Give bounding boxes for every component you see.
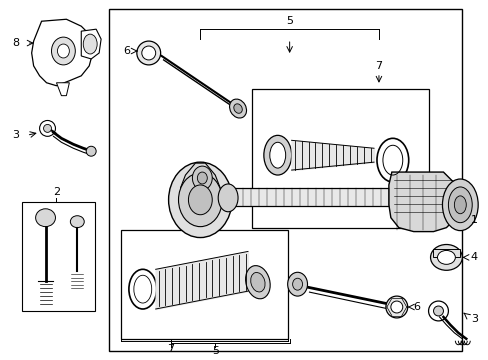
- Bar: [432, 249, 459, 257]
- Ellipse shape: [178, 173, 222, 227]
- Polygon shape: [180, 163, 220, 200]
- Text: 4: 4: [469, 252, 477, 262]
- Ellipse shape: [40, 121, 55, 136]
- Ellipse shape: [447, 187, 471, 223]
- Bar: [230, 188, 393, 206]
- Ellipse shape: [57, 44, 69, 58]
- Ellipse shape: [129, 269, 156, 309]
- Ellipse shape: [250, 273, 264, 292]
- Ellipse shape: [168, 162, 232, 238]
- Ellipse shape: [43, 125, 51, 132]
- Ellipse shape: [36, 209, 55, 227]
- Ellipse shape: [245, 266, 270, 299]
- Text: 3: 3: [12, 130, 19, 140]
- Ellipse shape: [188, 185, 212, 215]
- Bar: [121, 230, 287, 339]
- Ellipse shape: [197, 172, 207, 184]
- Ellipse shape: [229, 99, 246, 118]
- Ellipse shape: [437, 251, 454, 264]
- Text: 5: 5: [211, 346, 218, 356]
- Ellipse shape: [292, 278, 302, 290]
- Ellipse shape: [70, 216, 84, 228]
- Ellipse shape: [233, 104, 242, 113]
- Ellipse shape: [86, 146, 96, 156]
- Ellipse shape: [287, 272, 307, 296]
- Ellipse shape: [218, 184, 238, 212]
- Text: 1: 1: [470, 215, 477, 225]
- Ellipse shape: [376, 138, 408, 182]
- Text: 7: 7: [167, 344, 174, 354]
- Bar: [21, 202, 95, 311]
- Ellipse shape: [390, 301, 402, 313]
- Text: 6: 6: [412, 302, 419, 312]
- Ellipse shape: [442, 179, 477, 231]
- Ellipse shape: [264, 135, 291, 175]
- Text: 6: 6: [123, 46, 130, 56]
- Ellipse shape: [453, 196, 466, 214]
- Text: 3: 3: [470, 314, 477, 324]
- Ellipse shape: [137, 41, 161, 65]
- Text: 2: 2: [53, 187, 60, 197]
- Polygon shape: [388, 172, 459, 231]
- Ellipse shape: [142, 46, 155, 60]
- Bar: [109, 9, 461, 351]
- Polygon shape: [32, 19, 93, 86]
- Ellipse shape: [83, 34, 97, 54]
- Ellipse shape: [51, 37, 75, 65]
- Text: 5: 5: [285, 16, 292, 26]
- Ellipse shape: [269, 142, 285, 168]
- Ellipse shape: [385, 296, 407, 318]
- Text: 7: 7: [375, 61, 382, 71]
- Polygon shape: [81, 29, 101, 59]
- Text: 8: 8: [12, 38, 20, 48]
- Ellipse shape: [427, 301, 447, 321]
- Ellipse shape: [192, 166, 212, 190]
- Ellipse shape: [429, 244, 461, 270]
- Ellipse shape: [433, 306, 443, 316]
- Bar: [251, 89, 427, 228]
- Polygon shape: [56, 83, 69, 96]
